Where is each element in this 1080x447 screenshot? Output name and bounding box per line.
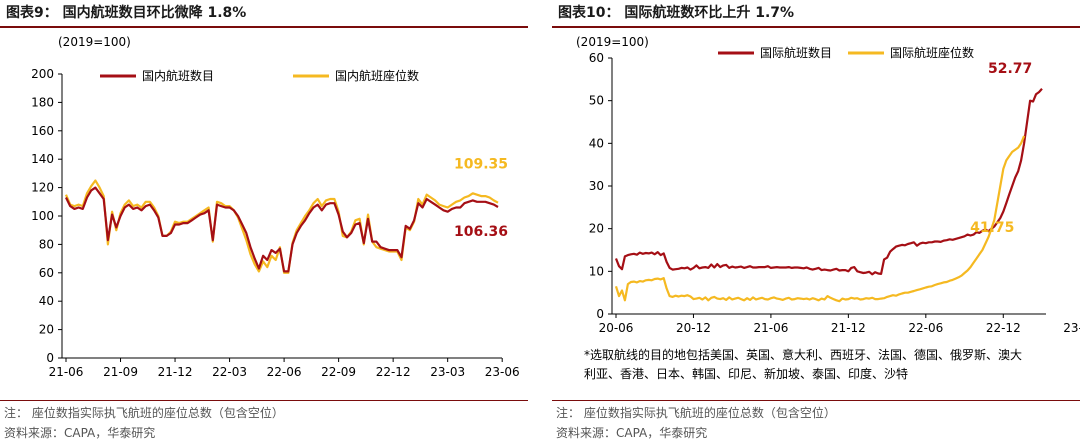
x-tick-label: 22-06 [267,365,302,379]
title-divider [552,26,1080,28]
legend-label: 国内航班数目 [142,68,214,83]
end-value-label: 109.35 [454,157,508,173]
x-tick-label: 21-12 [158,365,193,379]
x-tick-label: 22-06 [908,321,943,335]
y-tick-label: 80 [39,237,54,251]
x-tick-label: 22-03 [212,365,247,379]
source-note: 资料来源：CAPA，华泰研究 [556,426,708,440]
y-tick-label: 50 [589,94,604,108]
y-tick-label: 10 [589,264,604,278]
footer-divider [552,400,1080,401]
series-line-flights [65,186,499,273]
chart-note-line: *选取航线的目的地包括美国、英国、意大利、西班牙、法国、德国、俄罗斯、澳大 [584,347,1022,362]
y-tick-label: 60 [39,266,54,280]
y-tick-label: 20 [39,323,54,337]
unit-label: (2019=100) [576,35,649,49]
x-tick-label: 23-06 [1063,321,1080,335]
y-tick-label: 60 [589,51,604,65]
x-tick-label: 23-03 [430,365,465,379]
chart-panel-domestic: 图表9： 国内航班数目环比微降 1.8% (2019=100) 0 20 40 60 80… [0,0,528,447]
y-tick-label: 160 [31,124,54,138]
x-tick-label: 21-06 [753,321,788,335]
y-tick-label: 30 [589,179,604,193]
footnote: 注： 座位数指实际执飞航班的座位总数（包含空位） [4,406,284,420]
y-tick-label: 40 [589,136,604,150]
x-tick-label: 22-09 [321,365,356,379]
series-line-seats [614,135,1026,303]
domestic-flights-chart: (2019=100) 0 20 40 60 80 100 120 140 160 180 200 21-… [31,35,520,379]
source-note: 资料来源：CAPA，华泰研究 [4,426,156,440]
y-tick-label: 40 [39,294,54,308]
x-tick-label: 20-12 [676,321,711,335]
x-tick-label: 23-06 [485,365,520,379]
y-tick-label: 0 [596,307,604,321]
y-tick-label: 200 [31,67,54,81]
y-tick-label: 180 [31,95,54,109]
end-value-label: 41.75 [970,220,1014,236]
footnote: 注： 座位数指实际执飞航班的座位总数（包含空位） [556,406,836,420]
x-tick-label: 21-12 [831,321,866,335]
end-value-label: 106.36 [454,224,508,240]
x-tick-label: 21-06 [49,365,84,379]
y-tick-label: 120 [31,181,54,195]
legend-label: 国内航班座位数 [335,68,419,83]
x-tick-label: 22-12 [986,321,1021,335]
unit-label: (2019=100) [58,35,131,49]
legend-label: 国际航班座位数 [890,45,974,60]
chart-note-line: 利亚、香港、日本、韩国、印尼、新加坡、泰国、印度、沙特 [584,366,908,381]
footer-divider [0,400,528,401]
chart-title: 图表10： 国际航班数环比上升 1.7% [558,5,795,21]
x-tick-label: 20-06 [599,321,634,335]
chart-panel-international: 图表10： 国际航班数环比上升 1.7% (2019=100) 0 10 20 30 40… [552,0,1080,447]
legend-label: 国际航班数目 [760,45,832,60]
x-tick-label: 21-09 [103,365,138,379]
chart-title: 图表9： 国内航班数目环比微降 1.8% [6,5,247,21]
title-divider [0,26,528,28]
y-tick-label: 100 [31,209,54,223]
series-line-flights [614,88,1043,276]
international-flights-chart: (2019=100) 0 10 20 30 40 50 60 20-06 20-12 21-06 21… [576,35,1080,381]
x-tick-label: 22-12 [376,365,411,379]
y-tick-label: 140 [31,152,54,166]
end-value-label: 52.77 [988,61,1032,77]
y-tick-label: 0 [46,351,54,365]
y-tick-label: 20 [589,222,604,236]
